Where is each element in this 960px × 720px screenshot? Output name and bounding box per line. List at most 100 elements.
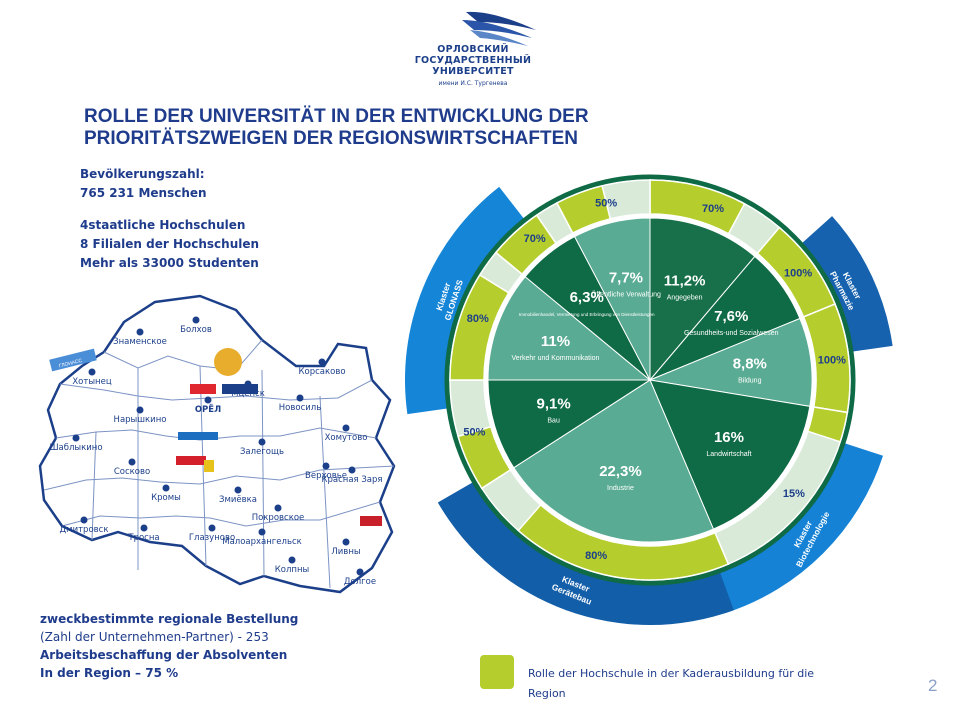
district-label: Шаблыкино — [49, 443, 102, 453]
pie-slice — [648, 317, 813, 407]
district-label: Нарышкино — [114, 415, 167, 425]
map-region-outline — [38, 294, 396, 594]
coat-of-arms-icon — [204, 460, 214, 472]
pie-category-label: Bildung — [738, 378, 761, 385]
district-dot — [322, 462, 330, 470]
role-value-label: 70% — [702, 203, 724, 215]
role-ring-fill — [649, 179, 746, 235]
role-value-label: 80% — [467, 313, 489, 325]
partnership-line-1: zweckbestimmte regionale Bestellung — [40, 612, 299, 626]
kvmash-logo-icon — [222, 384, 258, 394]
population-info: Bevölkerungszahl: 765 231 Menschen — [80, 165, 207, 203]
logo-line-2: ГОСУДАРСТВЕННЫЙ — [414, 55, 532, 66]
pie-labels: 11,2% Angegeben 7,6% Gesundheits-und Sozial… — [512, 269, 779, 492]
education-line-1: 4staatliche Hochschulen — [80, 218, 246, 232]
title-line-2: PRIORITÄTSZWEIGEN DER REGIONSWIRTSCHAFTE… — [84, 128, 578, 149]
pie-category-label: Gesundheits-und Sozialwesen — [684, 330, 779, 337]
district-label: Змиёвка — [219, 495, 257, 505]
district-dot — [192, 316, 200, 324]
pie-category-label: Öffentliche Verwaltung — [591, 290, 661, 298]
district-dot — [288, 556, 296, 564]
district-label: Глазуново — [189, 533, 235, 543]
district-label: Малоархангельск — [222, 537, 302, 547]
coca-cola-logo-icon — [176, 456, 206, 465]
pie-value-label: 7,7% — [609, 269, 643, 286]
satellite-label: ГЛОНАСС — [58, 358, 83, 370]
pie-category-label: Landwirtschaft — [706, 451, 751, 458]
pie-value-label: 7,6% — [714, 308, 748, 325]
population-value: 765 231 Menschen — [80, 186, 207, 200]
district-dot — [356, 568, 364, 576]
population-label: Bevölkerungszahl: — [80, 167, 205, 181]
district-label: Красная Заря — [321, 475, 382, 485]
pie-value-label: 8,8% — [733, 356, 767, 373]
university-logo — [400, 8, 550, 98]
pie-category-label: Immobilienhandel, Vermietung und Erbring… — [519, 312, 655, 317]
role-value-label: 100% — [818, 354, 846, 366]
district-dot — [296, 394, 304, 402]
proton-logo-icon — [178, 432, 218, 440]
district-labels: БолховЗнаменскоеХотынецМценскКорсаковоНа… — [49, 325, 382, 587]
role-value-label: 70% — [524, 233, 546, 245]
district-label: Дмитровск — [60, 525, 109, 535]
role-ring-fill — [494, 214, 557, 276]
district-dot — [136, 406, 144, 414]
pie-slice — [487, 276, 652, 381]
cluster-band — [437, 477, 734, 625]
district-dot — [80, 516, 88, 524]
district-dot — [72, 434, 80, 442]
partnership-line-3: Arbeitsbeschaffung der Absolventen — [40, 648, 288, 662]
role-labels: 70% 100% 100% 15% 80% 50% 80% 70% 50% — [463, 197, 846, 562]
district-dot — [234, 486, 242, 494]
pie-slice — [513, 379, 715, 543]
logo-subline: имени И.С. Тургенева — [438, 80, 508, 87]
title-line-1: ROLLE DER UNIVERSITÄT IN DER ENTWICKLUNG… — [84, 106, 589, 127]
region-map: БолховЗнаменскоеХотынецМценскКорсаковоНа… — [38, 294, 396, 594]
district-label: ОРЁЛ — [195, 404, 221, 415]
pie-slice — [649, 217, 756, 382]
district-label: Кромы — [151, 493, 181, 503]
partnership-info: zweckbestimmte regionale Bestellung (Zah… — [40, 610, 298, 682]
pie-value-label: 22,3% — [599, 463, 642, 480]
district-label: Долгое — [344, 577, 376, 587]
partnership-line-4: In der Region – 75 % — [40, 666, 179, 680]
district-dot — [342, 538, 350, 546]
pie-category-label: Bau — [547, 417, 560, 424]
role-value-label: 50% — [463, 427, 485, 439]
district-label: Тросна — [127, 533, 159, 543]
pie-slices — [487, 217, 813, 543]
bird-emblem-icon — [462, 11, 536, 46]
district-label: Покровское — [252, 513, 305, 523]
district-dot — [348, 466, 356, 474]
district-dot — [342, 424, 350, 432]
role-value-label: 100% — [784, 267, 812, 279]
district-dot — [318, 358, 326, 366]
district-label: Верховье — [305, 471, 347, 481]
role-ring-fill — [555, 184, 612, 235]
role-ring-fill — [806, 406, 849, 443]
role-value-label: 15% — [783, 488, 805, 500]
cluster-band — [794, 216, 893, 353]
district-label: Колпны — [275, 565, 310, 575]
page-title: ROLLE DER UNIVERSITÄT IN DER ENTWICKLUNG… — [84, 106, 764, 150]
district-label: Корсаково — [298, 367, 345, 377]
district-dot — [274, 504, 282, 512]
district-label: Ливны — [331, 547, 360, 557]
legend-text: Rolle der Hochschule in der Kaderausbild… — [528, 667, 815, 700]
district-label: Залегощь — [240, 447, 284, 457]
district-dot — [258, 438, 266, 446]
satellite-icon: ГЛОНАСС — [49, 348, 97, 372]
district-dot — [204, 396, 212, 404]
district-label: Болхов — [180, 325, 212, 335]
pie-category-label: Verkehr und Kommunikation — [512, 355, 600, 362]
pie-slice — [649, 379, 811, 530]
district-dot — [258, 528, 266, 536]
education-info: 4staatliche Hochschulen 8 Filialen der H… — [80, 216, 259, 273]
district-dot — [208, 524, 216, 532]
pie-slice — [487, 379, 652, 469]
industry-wheel-chart: 11,2% Angegeben 7,6% Gesundheits-und Sozial… — [405, 174, 893, 625]
role-ring-fill — [517, 503, 730, 581]
role-value-label: 50% — [595, 197, 617, 209]
company-logos — [176, 348, 382, 526]
pie-value-label: 9,1% — [537, 395, 571, 412]
